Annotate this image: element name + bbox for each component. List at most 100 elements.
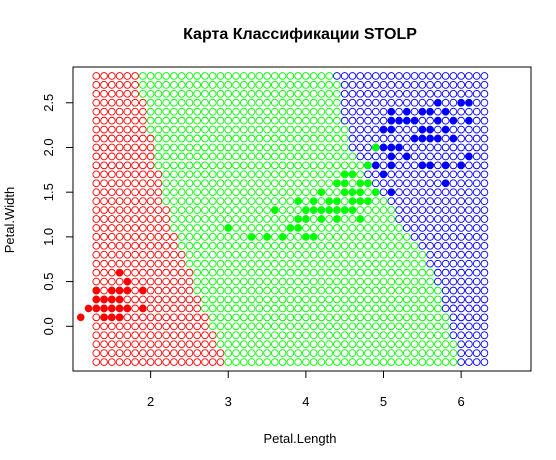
map-cell-virginica <box>418 116 427 125</box>
map-cell-versicolor <box>286 259 295 268</box>
map-cell-virginica <box>441 277 450 286</box>
map-cell-versicolor <box>239 161 248 170</box>
map-cell-versicolor <box>302 72 310 80</box>
map-cell-setosa <box>100 331 108 340</box>
map-cell-versicolor <box>278 241 287 250</box>
map-cell-versicolor <box>395 340 403 349</box>
map-cell-versicolor <box>255 197 264 205</box>
map-cell-versicolor <box>239 340 248 349</box>
map-cell-versicolor <box>278 286 287 295</box>
map-cell-versicolor <box>317 349 326 357</box>
map-cell-versicolor <box>239 125 248 134</box>
map-cell-virginica <box>480 233 489 241</box>
map-cell-setosa <box>146 143 155 152</box>
map-cell-versicolor <box>162 134 171 143</box>
map-cell-versicolor <box>325 268 334 277</box>
map-cell-versicolor <box>325 152 334 161</box>
map-cell-versicolor <box>247 322 256 331</box>
map-cell-versicolor <box>208 152 217 161</box>
map-cell-versicolor <box>263 304 271 313</box>
map-cell-setosa <box>123 179 132 188</box>
map-cell-versicolor <box>193 179 202 188</box>
map-cell-versicolor <box>356 340 365 349</box>
map-cell-virginica <box>434 224 442 232</box>
map-cell-versicolor <box>201 81 209 89</box>
map-cell-virginica <box>457 206 465 214</box>
map-cell-versicolor <box>294 161 302 170</box>
map-cell-setosa <box>162 295 171 304</box>
map-cell-virginica <box>465 331 473 340</box>
map-cell-versicolor <box>333 188 341 197</box>
map-cell-versicolor <box>325 89 334 98</box>
map-cell-versicolor <box>278 340 287 349</box>
map-cell-versicolor <box>333 241 341 250</box>
map-cell-versicolor <box>139 72 147 80</box>
map-cell-versicolor <box>232 268 240 277</box>
map-cell-virginica <box>480 358 489 366</box>
map-cell-versicolor <box>278 331 287 340</box>
point-virginica <box>418 134 427 143</box>
map-cell-versicolor <box>434 286 442 295</box>
map-cell-setosa <box>107 188 116 197</box>
map-cell-setosa <box>131 72 139 80</box>
map-cell-setosa <box>100 116 108 125</box>
point-setosa <box>92 304 101 313</box>
map-cell-versicolor <box>263 268 271 277</box>
map-cell-virginica <box>449 286 458 295</box>
map-cell-versicolor <box>216 107 225 116</box>
map-cell-setosa <box>100 259 108 268</box>
map-cell-virginica <box>480 81 489 89</box>
map-cell-versicolor <box>426 304 434 313</box>
map-cell-versicolor <box>317 358 326 366</box>
map-cell-versicolor <box>177 98 186 107</box>
map-cell-setosa <box>139 152 147 161</box>
map-cell-virginica <box>480 197 489 205</box>
map-cell-versicolor <box>201 134 209 143</box>
map-cell-setosa <box>100 250 108 259</box>
map-cell-virginica <box>449 241 458 250</box>
map-cell-virginica <box>371 152 380 161</box>
map-cell-virginica <box>418 241 427 250</box>
map-cell-versicolor <box>270 197 279 205</box>
point-versicolor <box>286 224 295 232</box>
map-cell-versicolor <box>302 304 310 313</box>
point-virginica <box>441 179 450 188</box>
map-cell-virginica <box>387 81 396 89</box>
map-cell-versicolor <box>286 161 295 170</box>
map-cell-versicolor <box>270 161 279 170</box>
map-cell-virginica <box>480 170 489 179</box>
map-cell-virginica <box>426 89 434 98</box>
point-virginica <box>387 161 396 170</box>
map-cell-virginica <box>434 233 442 241</box>
map-cell-virginica <box>364 107 372 116</box>
map-cell-virginica <box>480 241 489 250</box>
point-virginica <box>379 143 388 152</box>
map-cell-versicolor <box>255 170 264 179</box>
map-cell-setosa <box>115 206 124 214</box>
map-cell-versicolor <box>239 304 248 313</box>
map-cell-versicolor <box>348 331 357 340</box>
map-cell-versicolor <box>302 81 310 89</box>
map-cell-setosa <box>107 340 116 349</box>
map-cell-virginica <box>449 98 458 107</box>
map-cell-versicolor <box>441 340 450 349</box>
map-cell-versicolor <box>263 125 271 134</box>
map-cell-versicolor <box>255 179 264 188</box>
map-cell-setosa <box>92 349 101 357</box>
map-cell-setosa <box>123 268 132 277</box>
map-cell-virginica <box>395 215 403 223</box>
map-cell-virginica <box>379 134 388 143</box>
map-cell-virginica <box>364 143 372 152</box>
map-cell-setosa <box>92 179 101 188</box>
map-cell-versicolor <box>201 259 209 268</box>
map-cell-setosa <box>115 170 124 179</box>
map-cell-versicolor <box>395 277 403 286</box>
map-cell-versicolor <box>364 188 372 197</box>
map-cell-versicolor <box>325 286 334 295</box>
map-cell-versicolor <box>387 206 396 214</box>
map-cell-virginica <box>449 81 458 89</box>
map-cell-virginica <box>457 215 465 223</box>
map-cell-virginica <box>395 81 403 89</box>
point-virginica <box>426 134 434 143</box>
map-cell-versicolor <box>348 152 357 161</box>
